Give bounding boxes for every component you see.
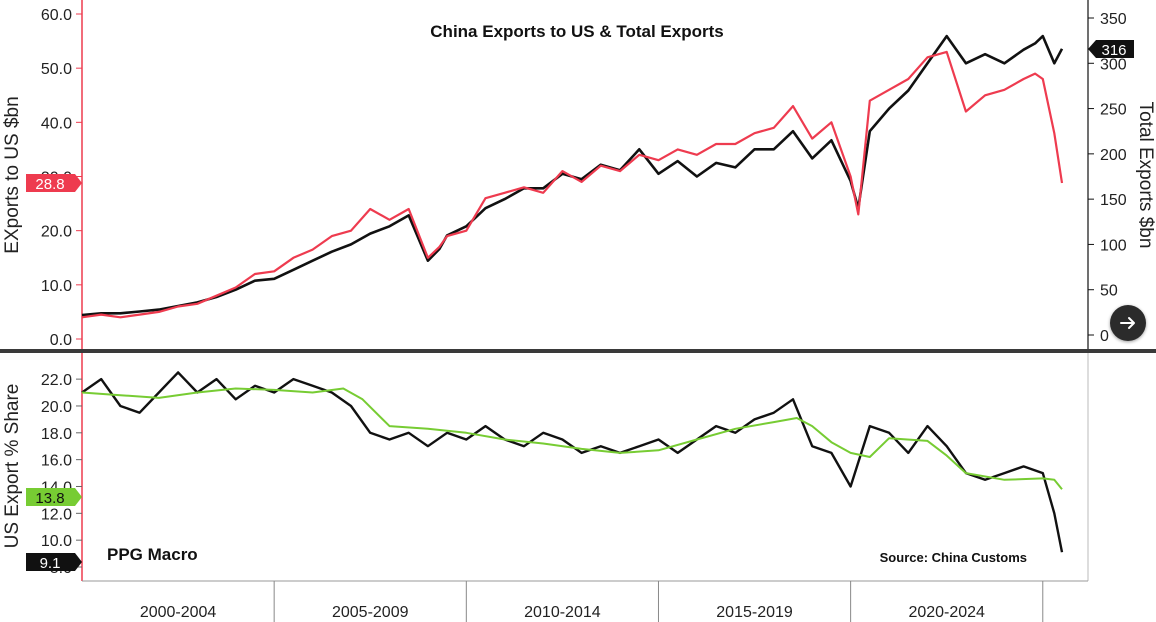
us-share-last-value: 9.1 [40, 555, 61, 572]
period-label: 2020-2024 [908, 604, 985, 621]
us-share-line [81, 371, 1064, 553]
total-exports-last-value-tag: 316 [1088, 40, 1134, 59]
period-label: 2000-2004 [140, 604, 217, 621]
left-tick-label: 20.0 [41, 224, 72, 241]
left-tick-label: 50.0 [41, 61, 72, 78]
right-tick-label: 100 [1100, 237, 1127, 254]
share-trend-line [81, 387, 1063, 490]
right-tick-label: 0 [1100, 328, 1109, 345]
period-label: 2010-2014 [524, 604, 601, 621]
top-left-axis-title: EXports to US $bn [2, 96, 23, 253]
total-exports-line [81, 34, 1064, 317]
period-labels: 2000-2004 2005-2009 2010-2014 2015-2019 2020… [140, 581, 1044, 622]
bottom-tick-label: 12.0 [41, 506, 72, 523]
total-exports-last-value: 316 [1101, 42, 1126, 59]
top-right-axis-title: Total Exports $bn [1135, 102, 1156, 249]
bottom-tick-label: 22.0 [41, 372, 72, 389]
top-axis-ticks: 0.010.020.030.040.050.060.00501001502002… [41, 7, 1127, 349]
bottom-tick-label: 10.0 [41, 533, 72, 550]
right-tick-label: 200 [1100, 147, 1127, 164]
left-tick-label: 40.0 [41, 115, 72, 132]
right-tick-label: 50 [1100, 283, 1118, 300]
left-tick-label: 10.0 [41, 278, 72, 295]
us-exports-line [81, 50, 1064, 319]
us-exports-last-value: 28.8 [35, 176, 64, 193]
us-share-last-value-tag: 9.1 [26, 553, 82, 572]
bottom-tick-label: 16.0 [41, 453, 72, 470]
top-panel-series [81, 34, 1064, 319]
left-tick-label: 0.0 [50, 332, 72, 349]
right-tick-label: 250 [1100, 102, 1127, 119]
right-tick-label: 350 [1100, 11, 1127, 28]
share-trend-last-value-tag: 13.8 [26, 488, 82, 507]
us-exports-last-value-tag: 28.8 [26, 174, 82, 193]
period-label: 2005-2009 [332, 604, 409, 621]
bottom-axis-ticks: 8.010.012.014.016.018.020.022.0 [41, 372, 82, 577]
bottom-panel-series [81, 371, 1064, 553]
share-trend-last-value: 13.8 [35, 490, 64, 507]
bottom-left-axis-title: US Export % Share [2, 384, 23, 549]
left-tick-label: 60.0 [41, 7, 72, 24]
period-label: 2015-2019 [716, 604, 793, 621]
arrow-right-icon [1120, 317, 1135, 329]
right-tick-label: 300 [1100, 56, 1127, 73]
bottom-tick-label: 18.0 [41, 426, 72, 443]
next-button[interactable] [1110, 305, 1146, 341]
right-tick-label: 150 [1100, 192, 1127, 209]
source-label: Source: China Customs [880, 550, 1027, 565]
bottom-tick-label: 20.0 [41, 399, 72, 416]
brand-label: PPG Macro [107, 545, 198, 564]
panel-divider [0, 349, 1156, 353]
chart-title: China Exports to US & Total Exports [430, 22, 723, 41]
